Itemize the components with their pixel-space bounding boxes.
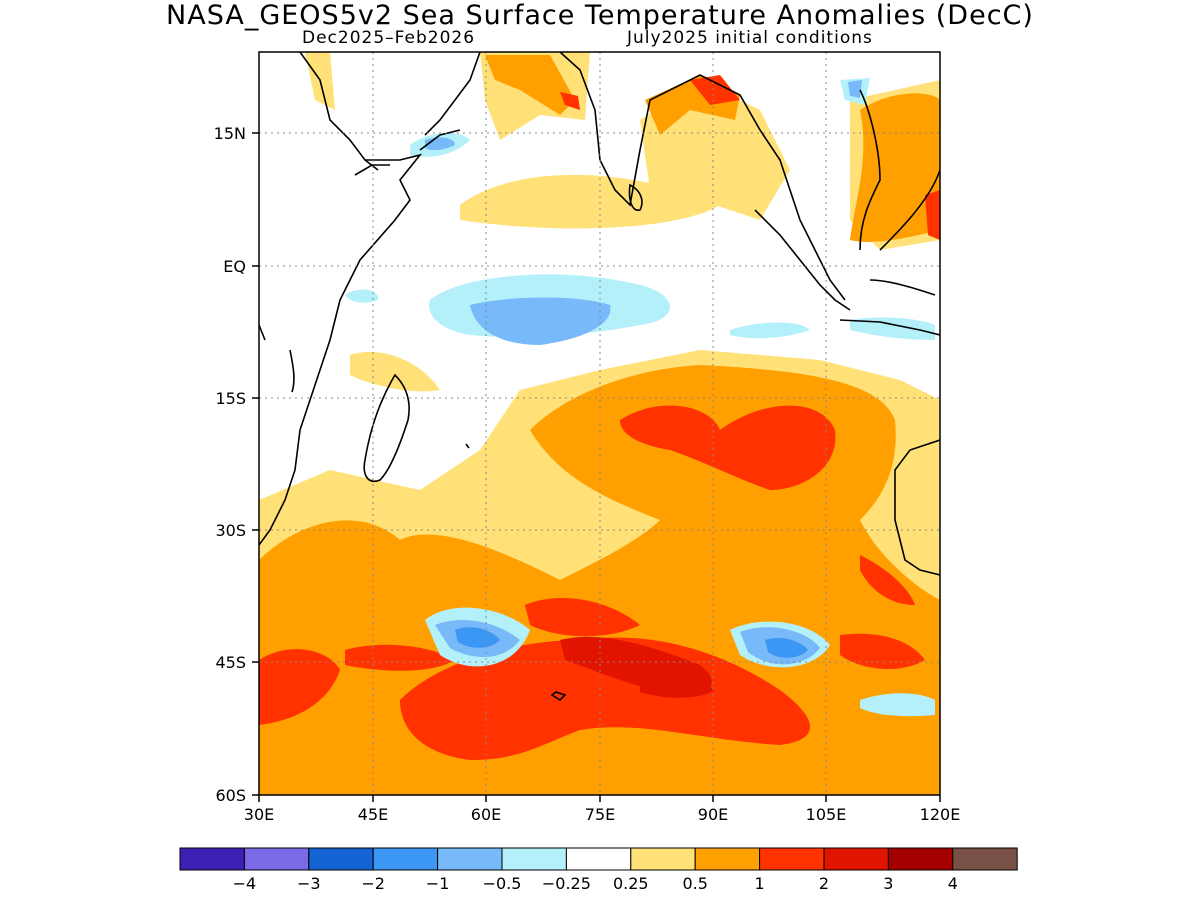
anomaly-blue [455,627,808,658]
colorbar-label: 0.5 [682,874,707,893]
map-subtitle-init: July2025 initial conditions [627,28,873,48]
lat-label-30s: 30S [215,521,246,540]
lon-label-45e: 45E [358,805,388,824]
lat-label-15s: 15S [215,389,246,408]
colorbar-label: 0.25 [613,874,649,893]
colorbar-swatch [630,847,696,871]
lon-label-75e: 75E [585,805,615,824]
lat-label-45s: 45S [215,653,246,672]
colorbar-swatch [243,847,310,871]
map-title: NASA_GEOS5v2 Sea Surface Temperature Ano… [166,0,1034,31]
colorbar-swatch [179,847,245,871]
lat-label-eq: EQ [223,257,246,276]
lon-tick-marks [258,795,941,802]
colorbar-swatch [887,847,954,871]
colorbar-swatch [308,847,374,871]
colorbar-label: 4 [948,874,958,893]
colorbar-label: −3 [297,874,321,893]
colorbar-label: −2 [361,874,385,893]
grid [259,52,940,795]
colorbar-label: 3 [883,874,893,893]
lon-label-30e: 30E [244,805,274,824]
anomaly-field [259,52,940,795]
anomaly-deep-red [560,636,715,698]
lon-label-90e: 90E [698,805,728,824]
lon-label-105e: 105E [806,805,847,824]
colorbar-swatch [759,847,825,871]
colorbar-label: 2 [819,874,829,893]
lat-label-60s: 60S [215,786,246,805]
colorbar-label: 1 [755,874,765,893]
colorbar-swatch [565,847,632,871]
colorbar-swatch [952,847,1018,871]
lat-tick-marks [252,132,259,796]
colorbar-labels: −4 −3 −2 −1 −0.5 −0.25 0.25 0.5 1 2 3 4 [233,874,958,893]
colorbar-swatch [823,847,889,871]
lat-label-15n: 15N [214,124,246,143]
colorbar-swatch [437,847,503,871]
lon-label-120e: 120E [920,805,961,824]
colorbar-swatch [694,847,761,871]
colorbar-label: −4 [233,874,257,893]
colorbar-swatch [501,847,567,871]
colorbar-label: −1 [426,874,450,893]
colorbar-swatch [372,847,439,871]
anomaly-red [259,75,940,760]
lon-label-60e: 60E [471,805,501,824]
colorbar-label: −0.25 [542,874,591,893]
colorbar-label: −0.5 [483,874,522,893]
colorbar [179,847,1018,871]
map-subtitle-period: Dec2025–Feb2026 [302,28,476,48]
coastline [259,52,940,702]
